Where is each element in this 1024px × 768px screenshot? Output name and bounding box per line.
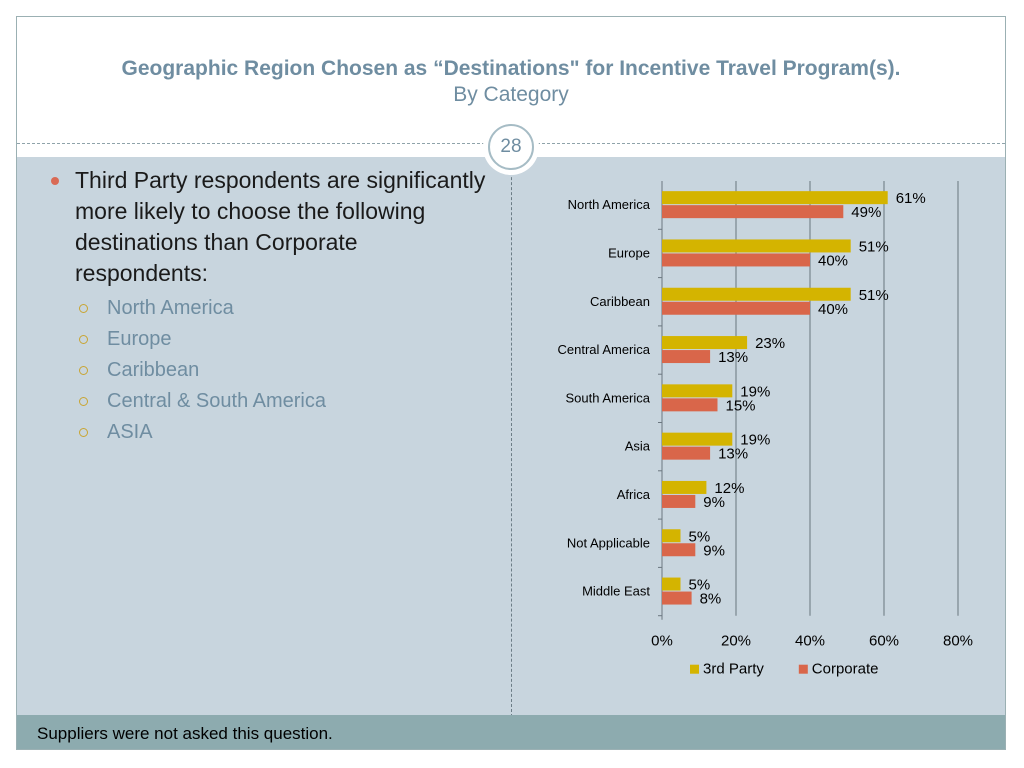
category-label: Africa bbox=[617, 487, 651, 502]
bar-third-party bbox=[662, 384, 733, 398]
ring-bullet-icon bbox=[79, 304, 88, 313]
sub-bullet-text: Caribbean bbox=[107, 359, 200, 381]
data-label: 51% bbox=[859, 238, 889, 255]
sub-bullet-item: Central & South America bbox=[47, 386, 487, 417]
data-label: 9% bbox=[703, 494, 725, 511]
bullet-list: Third Party respondents are significantl… bbox=[47, 165, 487, 448]
bar-corporate bbox=[662, 205, 844, 219]
x-tick-label: 0% bbox=[651, 633, 673, 650]
slide-subtitle: By Category bbox=[453, 83, 569, 106]
ring-bullet-icon bbox=[79, 366, 88, 375]
bullet-dot-icon bbox=[51, 177, 59, 185]
sub-bullet-text: ASIA bbox=[107, 421, 153, 443]
category-label: Europe bbox=[608, 245, 650, 260]
bar-corporate bbox=[662, 543, 696, 557]
data-label: 8% bbox=[700, 591, 722, 608]
sub-bullet-text: Europe bbox=[107, 328, 172, 350]
data-label: 13% bbox=[718, 446, 748, 463]
data-label: 40% bbox=[818, 301, 848, 318]
data-label: 19% bbox=[740, 383, 770, 400]
bar-third-party bbox=[662, 287, 851, 301]
data-label: 23% bbox=[755, 335, 785, 352]
category-label: Asia bbox=[625, 439, 651, 454]
data-label: 13% bbox=[718, 349, 748, 366]
x-tick-label: 20% bbox=[721, 633, 751, 650]
data-label: 9% bbox=[703, 542, 725, 559]
bar-third-party bbox=[662, 239, 851, 253]
footer-bar: Suppliers were not asked this question. bbox=[17, 715, 1005, 749]
data-label: 51% bbox=[859, 287, 889, 304]
bar-corporate bbox=[662, 350, 711, 364]
data-label: 19% bbox=[740, 432, 770, 449]
footer-note: Suppliers were not asked this question. bbox=[37, 724, 333, 743]
bar-third-party bbox=[662, 577, 681, 591]
data-label: 5% bbox=[689, 577, 711, 594]
sub-bullet-text: Central & South America bbox=[107, 390, 326, 412]
bar-corporate bbox=[662, 253, 810, 267]
category-label: Caribbean bbox=[590, 294, 650, 309]
sub-bullet-list: North America Europe Caribbean Central &… bbox=[47, 293, 487, 448]
bar-corporate bbox=[662, 591, 692, 605]
data-label: 12% bbox=[714, 480, 744, 497]
bar-third-party bbox=[662, 529, 681, 543]
legend-swatch bbox=[690, 664, 699, 674]
slide-frame: Geographic Region Chosen as “Destination… bbox=[16, 16, 1006, 750]
legend-swatch bbox=[798, 664, 808, 674]
ring-bullet-icon bbox=[79, 397, 88, 406]
category-label: Middle East bbox=[582, 584, 650, 599]
bar-corporate bbox=[662, 446, 711, 460]
destination-bar-chart: North America 61% 49% Europe 51% 40% Caribbean… bbox=[558, 181, 973, 678]
sub-bullet-item: Europe bbox=[47, 324, 487, 355]
data-label: 49% bbox=[851, 204, 881, 221]
ring-bullet-icon bbox=[79, 428, 88, 437]
data-label: 15% bbox=[726, 397, 756, 414]
ring-bullet-icon bbox=[79, 335, 88, 344]
data-label: 61% bbox=[896, 190, 926, 207]
sub-bullet-text: North America bbox=[107, 297, 234, 319]
main-bullet: Third Party respondents are significantl… bbox=[47, 165, 487, 289]
sub-bullet-item: Caribbean bbox=[47, 355, 487, 386]
bar-corporate bbox=[662, 301, 810, 315]
legend-label: Corporate bbox=[812, 661, 879, 678]
data-label: 40% bbox=[818, 252, 848, 269]
bar-corporate bbox=[662, 494, 696, 508]
bar-third-party bbox=[662, 191, 888, 205]
x-tick-label: 40% bbox=[795, 633, 825, 650]
category-label: North America bbox=[568, 197, 651, 212]
bar-third-party bbox=[662, 480, 707, 494]
bar-corporate bbox=[662, 398, 718, 412]
column-separator bbox=[511, 157, 512, 717]
x-tick-label: 60% bbox=[869, 633, 899, 650]
main-bullet-text: Third Party respondents are significantl… bbox=[75, 167, 486, 286]
category-label: Central America bbox=[558, 342, 651, 357]
legend-label: 3rd Party bbox=[703, 661, 764, 678]
data-label: 5% bbox=[689, 528, 711, 545]
slide-title: Geographic Region Chosen as “Destination… bbox=[121, 57, 901, 80]
sub-bullet-item: ASIA bbox=[47, 417, 487, 448]
page-number-badge: 28 bbox=[483, 119, 539, 175]
page-number: 28 bbox=[488, 124, 534, 170]
category-label: South America bbox=[565, 390, 650, 405]
bar-third-party bbox=[662, 336, 748, 350]
category-label: Not Applicable bbox=[567, 535, 650, 550]
sub-bullet-item: North America bbox=[47, 293, 487, 324]
x-tick-label: 80% bbox=[943, 633, 973, 650]
bar-third-party bbox=[662, 432, 733, 446]
